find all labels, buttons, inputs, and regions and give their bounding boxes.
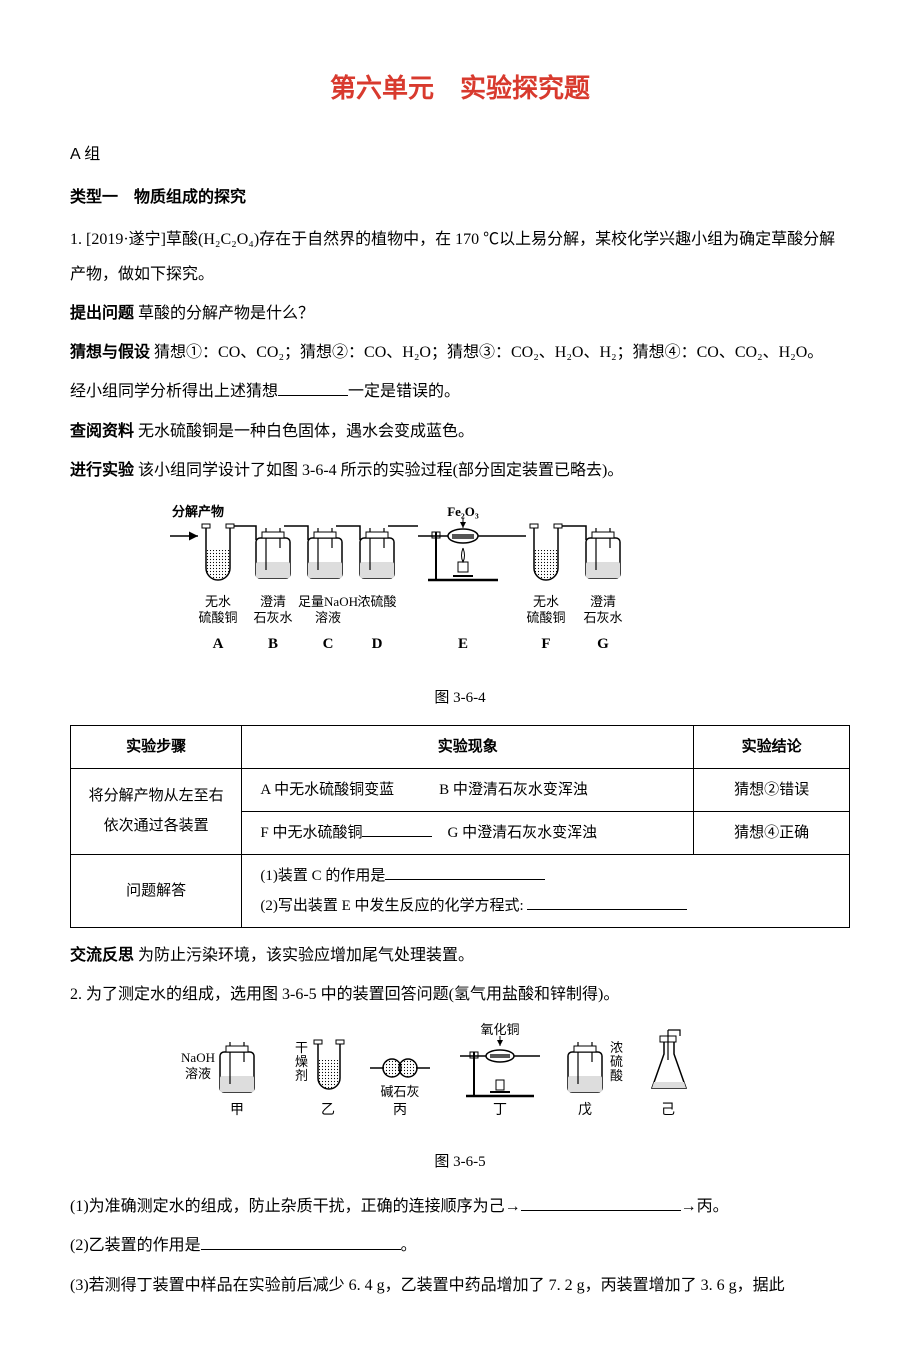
svg-text:石灰水: 石灰水 xyxy=(253,610,292,625)
svg-text:B: B xyxy=(268,636,278,652)
q1-stem: 1. [2019·遂宁]草酸(H₂C₂O₄)存在于自然界的植物中，在 170 ℃… xyxy=(70,222,850,292)
q1-experiment: 进行实验 该小组同学设计了如图 3-6-4 所示的实验过程(部分固定装置已略去)… xyxy=(70,453,850,488)
q2-part3: (3)若测得丁装置中样品在实验前后减少 6. 4 g，乙装置中药品增加了 7. … xyxy=(70,1268,850,1303)
svg-text:足量NaOH: 足量NaOH xyxy=(298,594,358,609)
svg-text:溶液: 溶液 xyxy=(315,610,341,625)
diagram-2-svg: NaOH 溶液 干 燥 剂 碱石灰 氧化铜 浓 硫 酸 xyxy=(180,1022,740,1142)
svg-text:燥: 燥 xyxy=(295,1054,308,1069)
svg-text:丙: 丙 xyxy=(393,1103,407,1118)
q1-guess-after: 经小组同学分析得出上述猜想 一定是错误的。 xyxy=(70,374,850,409)
svg-text:C: C xyxy=(323,636,334,652)
q2-part2: (2)乙装置的作用是。 xyxy=(70,1228,850,1263)
svg-text:氧化铜: 氧化铜 xyxy=(480,1022,519,1037)
td-concl1: 猜想②错误 xyxy=(694,768,850,811)
blank-F[interactable] xyxy=(362,821,432,837)
q1-reference: 查阅资料 无水硫酸铜是一种白色固体，遇水会变成蓝色。 xyxy=(70,414,850,449)
td-qa-label: 问题解答 xyxy=(71,854,242,927)
pose-q-text: 草酸的分解产物是什么？ xyxy=(138,305,314,322)
svg-text:甲: 甲 xyxy=(230,1103,244,1118)
svg-text:硫: 硫 xyxy=(610,1054,623,1069)
svg-text:澄清: 澄清 xyxy=(260,594,286,609)
exp-label: 进行实验 xyxy=(70,462,134,479)
guess-after-text: 经小组同学分析得出上述猜想 xyxy=(70,383,278,400)
fig2-caption: 图 3-6-5 xyxy=(70,1146,850,1179)
svg-text:E: E xyxy=(458,636,468,652)
reflect-label: 交流反思 xyxy=(70,947,134,964)
svg-text:丁: 丁 xyxy=(493,1103,507,1118)
td-phen2: F 中无水硫酸铜 G 中澄清石灰水变浑浊 xyxy=(242,811,694,854)
svg-text:浓硫酸: 浓硫酸 xyxy=(357,594,396,609)
svg-text:Fe₂O₃: Fe₂O₃ xyxy=(447,504,479,519)
reflect-text: 为防止污染环境，该实验应增加尾气处理装置。 xyxy=(138,947,474,964)
svg-text:分解产物: 分解产物 xyxy=(172,504,224,519)
guess-tail: 一定是错误的。 xyxy=(348,383,460,400)
svg-text:戊: 戊 xyxy=(578,1102,592,1118)
svg-text:石灰水: 石灰水 xyxy=(583,610,622,625)
th-phen: 实验现象 xyxy=(242,725,694,768)
blank-C[interactable] xyxy=(385,864,545,880)
blank-E[interactable] xyxy=(527,894,687,910)
svg-text:碱石灰: 碱石灰 xyxy=(380,1084,419,1099)
svg-text:无水: 无水 xyxy=(205,594,231,609)
td-qa: (1)装置 C 的作用是 (2)写出装置 E 中发生反应的化学方程式: xyxy=(242,854,850,927)
svg-text:F: F xyxy=(541,636,550,652)
unit-title: 第六单元 实验探究题 xyxy=(70,60,850,117)
blank-yi[interactable] xyxy=(201,1233,401,1250)
svg-text:剂: 剂 xyxy=(295,1068,308,1083)
svg-text:己: 己 xyxy=(661,1103,675,1118)
fig1-caption: 图 3-6-4 xyxy=(70,682,850,715)
experiment-table: 实验步骤 实验现象 实验结论 将分解产物从左至右 依次通过各装置 A 中无水硫酸… xyxy=(70,725,850,928)
svg-text:硫酸铜: 硫酸铜 xyxy=(198,610,237,625)
exp-text: 该小组同学设计了如图 3-6-4 所示的实验过程(部分固定装置已略去)。 xyxy=(138,462,623,479)
blank-guess[interactable] xyxy=(278,379,348,396)
q1-reflect: 交流反思 为防止污染环境，该实验应增加尾气处理装置。 xyxy=(70,938,850,973)
svg-text:酸: 酸 xyxy=(610,1068,623,1083)
blank-order[interactable] xyxy=(521,1194,681,1211)
guess-text: 猜想①：CO、CO₂；猜想②：CO、H₂O；猜想③：CO₂、H₂O、H₂；猜想④… xyxy=(154,344,823,361)
svg-text:澄清: 澄清 xyxy=(590,594,616,609)
ref-text: 无水硫酸铜是一种白色固体，遇水会变成蓝色。 xyxy=(138,423,474,440)
svg-text:NaOH: NaOH xyxy=(181,1050,215,1065)
th-concl: 实验结论 xyxy=(694,725,850,768)
figure-3-6-4: 分解产物 Fe₂O₃ xyxy=(70,498,850,678)
q2-stem: 2. 为了测定水的组成，选用图 3-6-5 中的装置回答问题(氢气用盐酸和锌制得… xyxy=(70,977,850,1012)
svg-text:无水: 无水 xyxy=(533,594,559,609)
td-step: 将分解产物从左至右 依次通过各装置 xyxy=(71,768,242,854)
group-label: A 组 xyxy=(70,137,850,172)
th-step: 实验步骤 xyxy=(71,725,242,768)
svg-text:浓: 浓 xyxy=(610,1040,623,1055)
td-phen1: A 中无水硫酸铜变蓝 B 中澄清石灰水变浑浊 xyxy=(242,768,694,811)
q1-pose-question: 提出问题 草酸的分解产物是什么？ xyxy=(70,296,850,331)
type1-heading: 类型一 物质组成的探究 xyxy=(70,180,850,215)
svg-text:G: G xyxy=(597,636,609,652)
svg-text:乙: 乙 xyxy=(321,1102,335,1118)
svg-text:A: A xyxy=(213,636,224,652)
diagram-1-svg: 分解产物 Fe₂O₃ xyxy=(150,498,770,678)
figure-3-6-5: NaOH 溶液 干 燥 剂 碱石灰 氧化铜 浓 硫 酸 xyxy=(70,1022,850,1142)
svg-text:溶液: 溶液 xyxy=(185,1066,211,1081)
q1-guess: 猜想与假设 猜想①：CO、CO₂；猜想②：CO、H₂O；猜想③：CO₂、H₂O、… xyxy=(70,335,850,370)
guess-label: 猜想与假设 xyxy=(70,344,150,361)
td-concl2: 猜想④正确 xyxy=(694,811,850,854)
svg-text:D: D xyxy=(372,636,383,652)
svg-text:干: 干 xyxy=(295,1040,308,1055)
ref-label: 查阅资料 xyxy=(70,423,134,440)
q2-part1: (1)为准确测定水的组成，防止杂质干扰，正确的连接顺序为己→→丙。 xyxy=(70,1189,850,1224)
pose-q-label: 提出问题 xyxy=(70,305,134,322)
svg-text:硫酸铜: 硫酸铜 xyxy=(526,610,565,625)
